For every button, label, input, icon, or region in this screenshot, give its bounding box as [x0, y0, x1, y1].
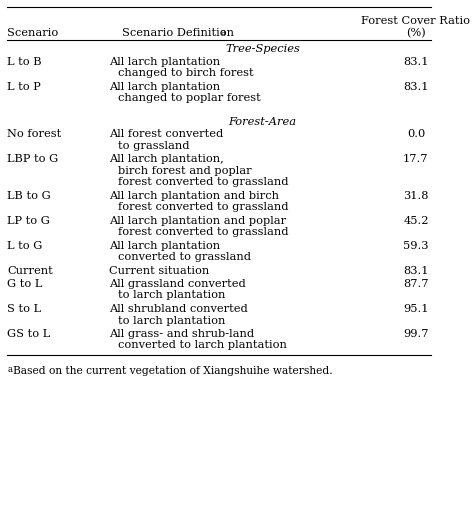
Text: forest converted to grassland: forest converted to grassland	[118, 202, 289, 212]
Text: to larch plantation: to larch plantation	[118, 291, 226, 301]
Text: birch forest and poplar: birch forest and poplar	[118, 165, 252, 175]
Text: 99.7: 99.7	[403, 329, 428, 339]
Text: Tree-Species: Tree-Species	[225, 44, 300, 54]
Text: LBP to G: LBP to G	[8, 154, 59, 164]
Text: L to G: L to G	[8, 240, 43, 250]
Text: Based on the current vegetation of Xiangshuihe watershed.: Based on the current vegetation of Xiang…	[13, 366, 333, 376]
Text: Scenario: Scenario	[8, 27, 59, 38]
Text: LB to G: LB to G	[8, 191, 51, 200]
Text: changed to birch forest: changed to birch forest	[118, 68, 254, 78]
Text: GS to L: GS to L	[8, 329, 51, 339]
Text: Forest Cover Ratio: Forest Cover Ratio	[361, 16, 470, 26]
Text: 83.1: 83.1	[403, 56, 428, 66]
Text: (%): (%)	[406, 27, 426, 38]
Text: 83.1: 83.1	[403, 266, 428, 275]
Text: All larch plantation and birch: All larch plantation and birch	[109, 191, 279, 200]
Text: All forest converted: All forest converted	[109, 129, 223, 139]
Text: 59.3: 59.3	[403, 240, 428, 250]
Text: Forest-Area: Forest-Area	[228, 117, 297, 127]
Text: All grass- and shrub-land: All grass- and shrub-land	[109, 329, 254, 339]
Text: forest converted to grassland: forest converted to grassland	[118, 227, 289, 237]
Text: No forest: No forest	[8, 129, 62, 139]
Text: a: a	[8, 366, 12, 375]
Text: S to L: S to L	[8, 304, 42, 314]
Text: 45.2: 45.2	[403, 215, 428, 226]
Text: 0.0: 0.0	[407, 129, 425, 139]
Text: G to L: G to L	[8, 279, 43, 289]
Text: Current situation: Current situation	[109, 266, 210, 275]
Text: 17.7: 17.7	[403, 154, 428, 164]
Text: 87.7: 87.7	[403, 279, 428, 289]
Text: forest converted to grassland: forest converted to grassland	[118, 177, 289, 187]
Text: Scenario Definition: Scenario Definition	[122, 27, 234, 38]
Text: converted to grassland: converted to grassland	[118, 252, 251, 262]
Text: All larch plantation and poplar: All larch plantation and poplar	[109, 215, 286, 226]
Text: Current: Current	[8, 266, 53, 275]
Text: All larch plantation: All larch plantation	[109, 82, 220, 91]
Text: converted to larch plantation: converted to larch plantation	[118, 341, 287, 350]
Text: changed to poplar forest: changed to poplar forest	[118, 93, 261, 103]
Text: 31.8: 31.8	[403, 191, 428, 200]
Text: All larch plantation: All larch plantation	[109, 240, 220, 250]
Text: 83.1: 83.1	[403, 82, 428, 91]
Text: All grassland converted: All grassland converted	[109, 279, 246, 289]
Text: All larch plantation: All larch plantation	[109, 56, 220, 66]
Text: L to B: L to B	[8, 56, 42, 66]
Text: to grassland: to grassland	[118, 140, 190, 151]
Text: to larch plantation: to larch plantation	[118, 315, 226, 325]
Text: LP to G: LP to G	[8, 215, 50, 226]
Text: All larch plantation,: All larch plantation,	[109, 154, 224, 164]
Text: All shrubland converted: All shrubland converted	[109, 304, 248, 314]
Text: a: a	[221, 27, 226, 37]
Text: 95.1: 95.1	[403, 304, 428, 314]
Text: L to P: L to P	[8, 82, 41, 91]
